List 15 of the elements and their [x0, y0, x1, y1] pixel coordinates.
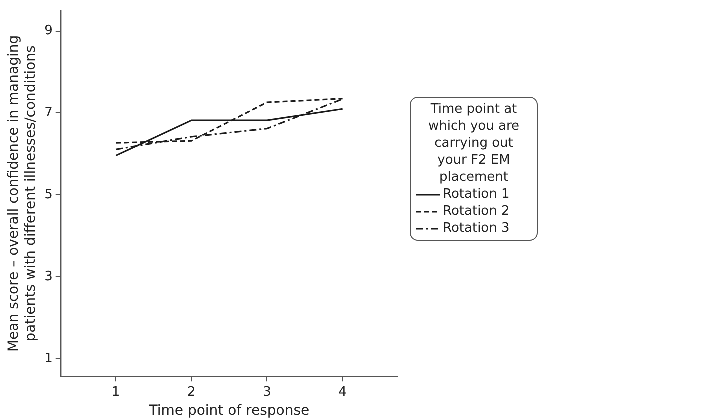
- x-tick-label: 2: [188, 384, 196, 400]
- y-tick-label: 3: [44, 269, 53, 284]
- x-tick-label: 4: [338, 384, 347, 400]
- y-tick-label: 7: [44, 106, 53, 121]
- legend-title: Time point at which you are carrying out your F2 EM placement: [427, 101, 521, 186]
- y-tick-label: 9: [44, 24, 53, 39]
- legend-label: Rotation 3: [443, 220, 510, 237]
- x-tick-label: 1: [112, 384, 120, 400]
- y-tick-label: 5: [44, 188, 53, 203]
- x-tick-label: 3: [263, 384, 272, 400]
- x-axis-title: Time point of response: [148, 403, 310, 420]
- legend-label: Rotation 2: [443, 203, 510, 220]
- y-axis-title: Mean score – overall confidence in managing patients with different illnesses/conditions: [6, 35, 39, 352]
- y-tick-label: 1: [44, 351, 53, 366]
- legend-label: Rotation 1: [443, 186, 510, 203]
